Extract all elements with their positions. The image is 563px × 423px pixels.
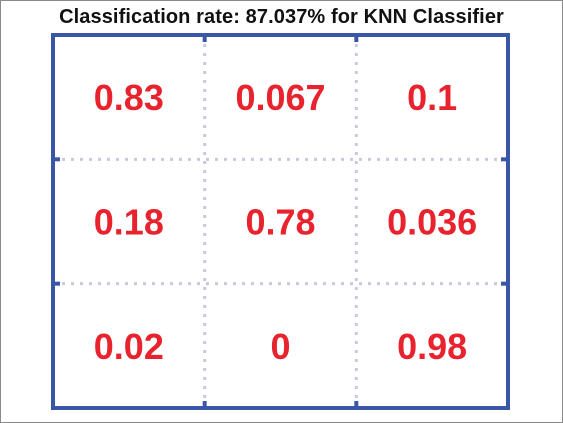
cell-value-r1-c2: 0.067 xyxy=(235,77,325,118)
cell-value-r3-c1: 0.02 xyxy=(94,326,164,367)
cell-value-r2-c3: 0.036 xyxy=(387,202,477,243)
cell-value-r3-c2: 0 xyxy=(270,326,290,367)
cell-value-r2-c2: 0.78 xyxy=(245,202,315,243)
cell-value-r2-c1: 0.18 xyxy=(94,202,164,243)
cell-value-r3-c3: 0.98 xyxy=(397,326,467,367)
chart-title: Classification rate: 87.037% for KNN Cla… xyxy=(59,6,504,28)
matrix-border xyxy=(51,33,510,410)
cell-value-r1-c1: 0.83 xyxy=(94,77,164,118)
cell-value-r1-c3: 0.1 xyxy=(407,77,457,118)
